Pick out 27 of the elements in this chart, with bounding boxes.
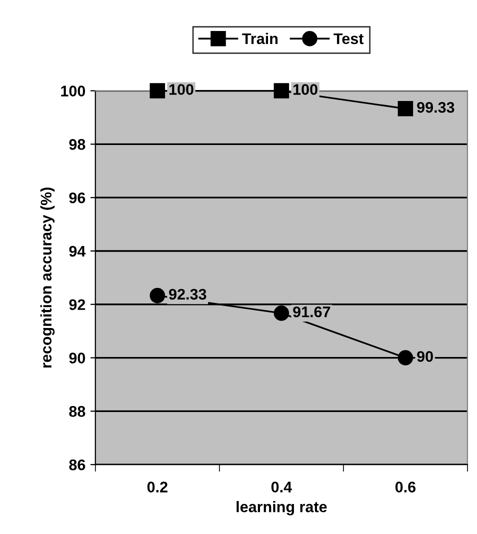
y-tick-label: 100 bbox=[61, 86, 86, 96]
x-tick-label: 0.2 bbox=[147, 482, 168, 492]
y-tick-label: 92 bbox=[69, 299, 86, 310]
y-tick-label: 88 bbox=[69, 406, 86, 417]
y-tick-label: 98 bbox=[69, 139, 86, 150]
point bbox=[274, 306, 290, 321]
data-label: 100 bbox=[294, 84, 318, 95]
data-label: 91.67 bbox=[293, 306, 330, 318]
data-label: 100 bbox=[169, 84, 194, 95]
point bbox=[398, 101, 414, 116]
data-label: 90 bbox=[417, 351, 433, 362]
point bbox=[274, 83, 290, 98]
data-label: 92.33 bbox=[169, 288, 206, 300]
y-axis-title: recognition accuracy (%) bbox=[40, 188, 55, 368]
x-axis-title: learning rate bbox=[236, 501, 327, 516]
y-tick-label: 94 bbox=[69, 246, 86, 257]
legend-label: Train bbox=[242, 32, 278, 44]
point bbox=[398, 350, 414, 366]
point bbox=[150, 288, 166, 304]
point bbox=[150, 83, 166, 98]
x-tick-label: 0.4 bbox=[271, 482, 292, 492]
y-tick-label: 96 bbox=[69, 192, 86, 204]
x-tick-label: 0.6 bbox=[395, 482, 416, 492]
legend-label: Test bbox=[334, 33, 364, 44]
y-tick-label: 86 bbox=[69, 459, 86, 470]
data-label: 99.33 bbox=[417, 102, 454, 113]
y-tick-label: 90 bbox=[69, 352, 86, 364]
